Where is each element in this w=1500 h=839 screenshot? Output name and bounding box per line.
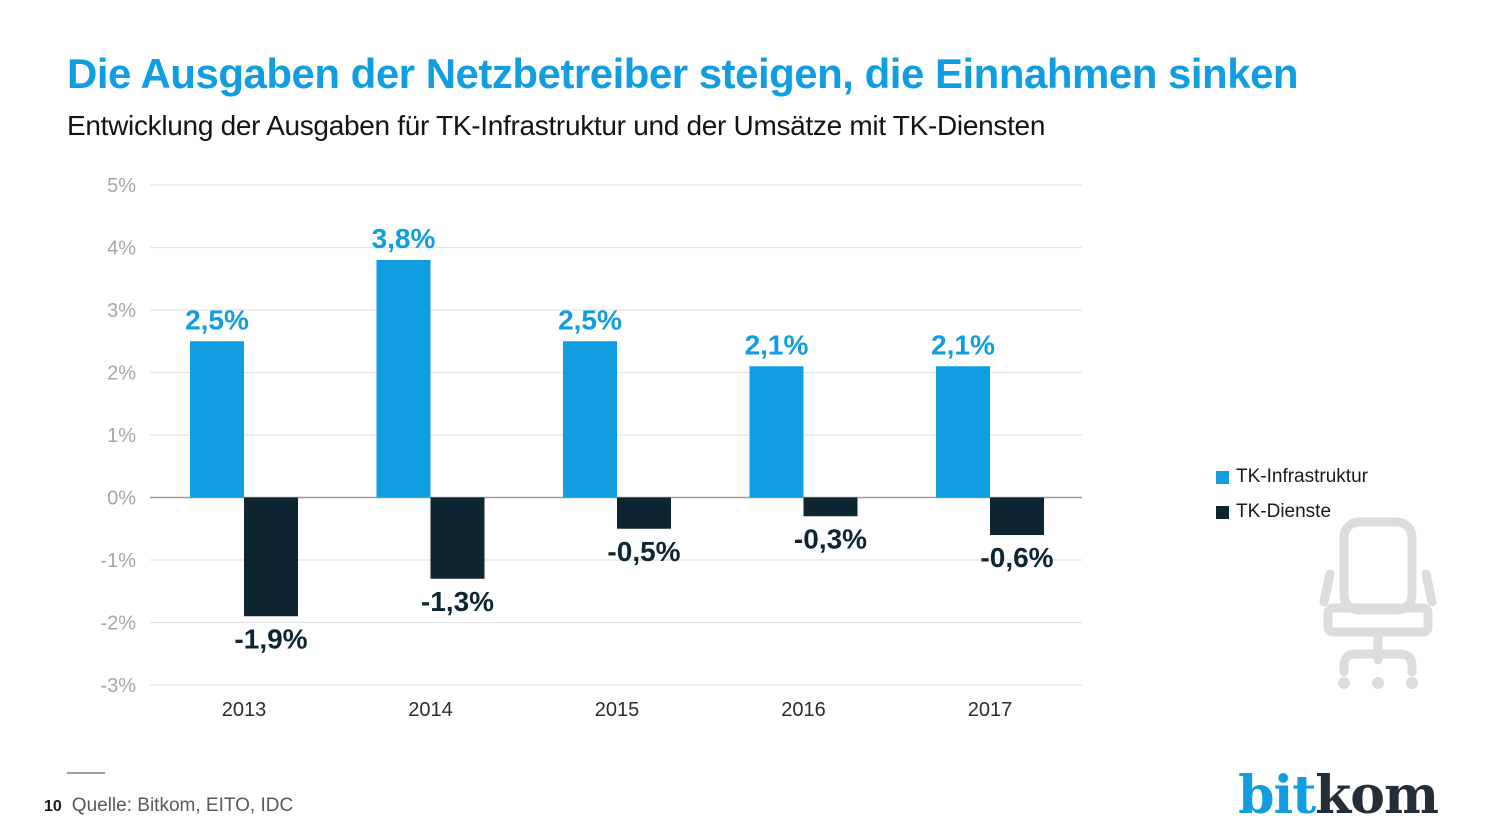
legend-label-tk-dienste: TK-Dienste	[1236, 501, 1332, 522]
svg-text:1%: 1%	[107, 425, 136, 447]
svg-text:-3%: -3%	[100, 675, 136, 697]
svg-text:-1,9%: -1,9%	[234, 623, 307, 654]
svg-text:2017: 2017	[968, 699, 1013, 721]
legend-label-tk-infrastruktur: TK-Infrastruktur	[1236, 466, 1368, 487]
svg-text:2,5%: 2,5%	[185, 304, 249, 335]
svg-text:-0,6%: -0,6%	[980, 542, 1053, 573]
legend-item-tk-dienste: TK-Dienste	[1216, 501, 1368, 523]
svg-text:2,5%: 2,5%	[558, 304, 622, 335]
bitkom-logo: bitkom	[1238, 770, 1439, 822]
svg-text:2016: 2016	[781, 699, 826, 721]
chart-legend: TK-Infrastruktur TK-Dienste	[1216, 466, 1368, 523]
svg-text:2014: 2014	[408, 699, 453, 721]
svg-text:3,8%: 3,8%	[372, 223, 436, 254]
legend-swatch-dark-icon	[1216, 505, 1229, 519]
svg-text:4%: 4%	[107, 238, 136, 260]
svg-text:-0,5%: -0,5%	[607, 536, 680, 567]
page-title: Die Ausgaben der Netzbetreiber steigen, …	[67, 50, 1299, 97]
footer-divider	[67, 772, 105, 774]
svg-text:3%: 3%	[107, 300, 136, 322]
legend-item-tk-infrastruktur: TK-Infrastruktur	[1216, 466, 1368, 488]
svg-text:-2%: -2%	[100, 613, 136, 635]
svg-text:-1,3%: -1,3%	[421, 586, 494, 617]
svg-text:2%: 2%	[107, 363, 136, 385]
office-chair-icon	[1316, 516, 1440, 699]
svg-text:-1%: -1%	[100, 550, 136, 572]
page-subtitle: Entwicklung der Ausgaben für TK-Infrastr…	[67, 110, 1046, 141]
legend-swatch-blue-icon	[1216, 470, 1229, 484]
svg-text:2013: 2013	[222, 699, 267, 721]
footer: 10 Quelle: Bitkom, EITO, IDC	[44, 795, 293, 817]
svg-text:2,1%: 2,1%	[931, 329, 995, 360]
page-number: 10	[44, 798, 62, 815]
bitkom-logo-kom: kom	[1315, 765, 1439, 826]
svg-text:2,1%: 2,1%	[745, 329, 809, 360]
bitkom-logo-bit: bit	[1238, 765, 1316, 826]
svg-text:-0,3%: -0,3%	[794, 523, 867, 554]
svg-text:0%: 0%	[107, 488, 136, 510]
source-note: Quelle: Bitkom, EITO, IDC	[71, 795, 294, 816]
svg-text:5%: 5%	[107, 175, 136, 197]
svg-text:2015: 2015	[595, 699, 640, 721]
